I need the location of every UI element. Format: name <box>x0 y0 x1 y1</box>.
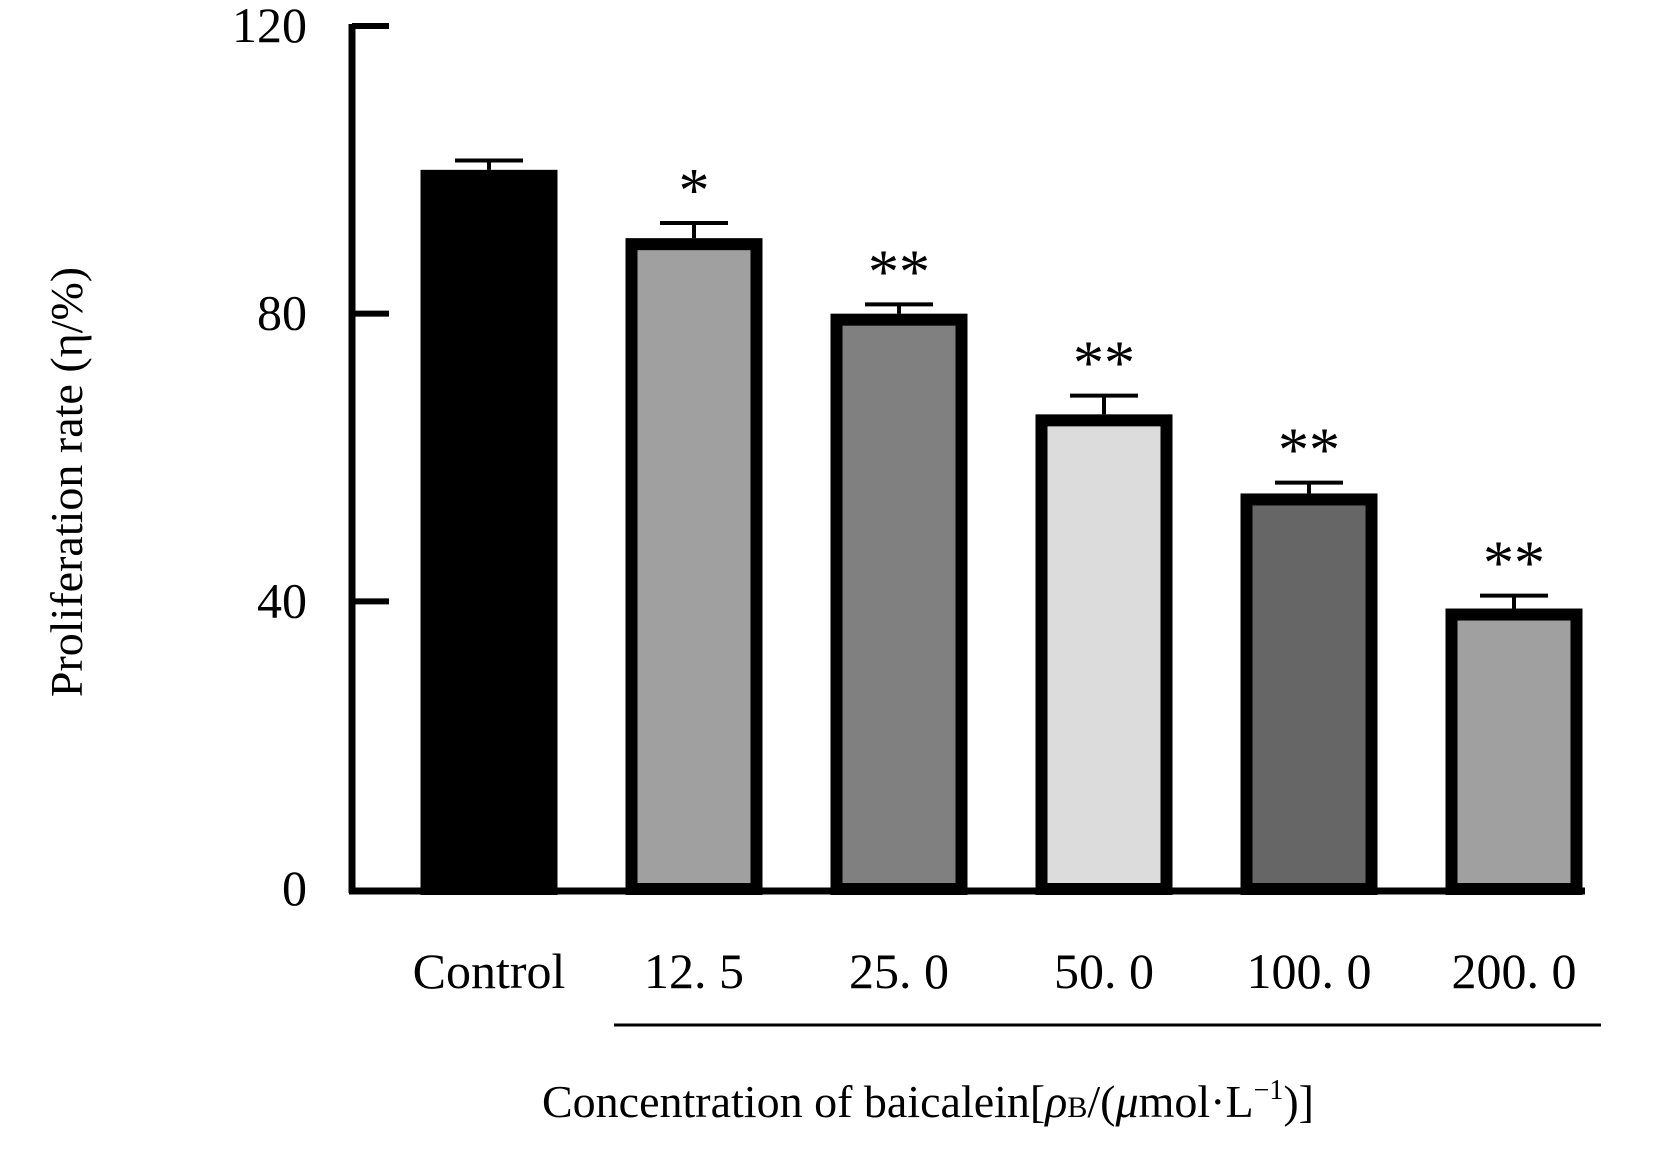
x-title-rho: ρ <box>1043 1076 1067 1127</box>
bar <box>1240 493 1378 895</box>
x-title-unit: mol <box>1139 1076 1211 1127</box>
x-tick-label: Control <box>413 943 566 999</box>
significance-markers: ********* <box>679 157 1546 598</box>
x-tick-label: 12. 5 <box>644 943 744 999</box>
error-bars <box>455 158 1548 609</box>
significance-marker: * <box>679 157 710 225</box>
bar <box>420 169 558 896</box>
x-axis-title: Concentration of baicalein[ρB/(μmol·L−1)… <box>542 1075 1314 1127</box>
x-title-prefix: Concentration of baicalein[ <box>542 1076 1045 1127</box>
significance-marker: ** <box>1483 530 1545 598</box>
x-title-mu: μ <box>1114 1076 1138 1127</box>
significance-marker: ** <box>1073 330 1135 398</box>
y-tick-labels: 0 40 80 120 <box>232 0 307 916</box>
y-tick-label: 80 <box>257 285 307 341</box>
x-title-dot: · <box>1210 1076 1225 1127</box>
x-tick-label: 50. 0 <box>1054 943 1154 999</box>
bar <box>830 313 968 895</box>
y-tick-label: 120 <box>232 0 307 53</box>
x-tick-labels: Control 12. 5 25. 0 50. 0 100. 0 200. 0 <box>413 943 1577 999</box>
x-tick-label: 200. 0 <box>1452 943 1577 999</box>
bar <box>1035 414 1173 895</box>
bars <box>420 169 1583 896</box>
x-title-mid: /( <box>1087 1076 1115 1127</box>
x-title-suffix: )] <box>1283 1076 1314 1127</box>
bar <box>625 238 763 895</box>
x-title-sup: −1 <box>1254 1075 1284 1106</box>
x-title-rho-sub: B <box>1067 1091 1087 1124</box>
significance-marker: ** <box>868 238 930 306</box>
x-tick-label: 25. 0 <box>849 943 949 999</box>
x-title-unit2: L <box>1225 1076 1253 1127</box>
y-tick-label: 40 <box>257 572 307 628</box>
significance-marker: ** <box>1278 417 1340 485</box>
y-axis-title: Proliferation rate (η/%) <box>41 267 92 697</box>
x-tick-label: 100. 0 <box>1247 943 1372 999</box>
bar <box>1445 608 1583 896</box>
y-tick-label: 0 <box>282 860 307 916</box>
